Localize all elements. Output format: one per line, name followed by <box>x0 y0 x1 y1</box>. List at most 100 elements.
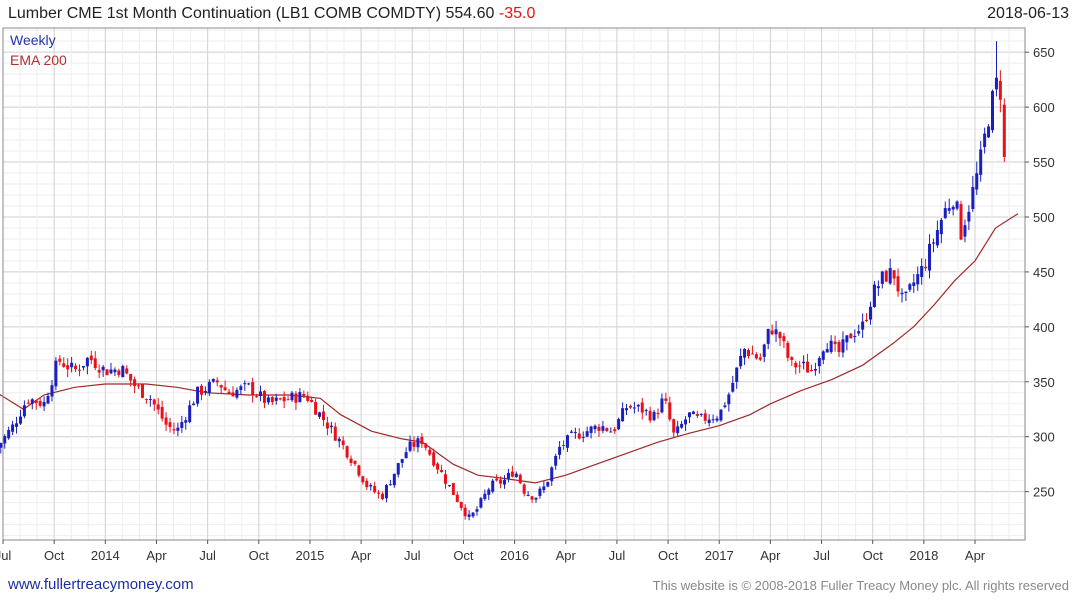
candle <box>50 379 54 402</box>
candle <box>443 469 447 489</box>
x-tick-label: Apr <box>965 548 986 563</box>
candle <box>388 479 392 486</box>
candle-body <box>672 419 676 433</box>
candle-body <box>34 400 38 404</box>
candle-body <box>912 282 916 286</box>
candle-body <box>381 493 385 500</box>
candle <box>357 464 361 478</box>
candle <box>731 375 735 393</box>
candle <box>381 491 385 501</box>
candle-body <box>50 385 54 397</box>
candle-body <box>278 398 282 400</box>
candle-body <box>998 80 1002 100</box>
candle-body <box>691 411 695 415</box>
candle-body <box>656 413 660 415</box>
x-tick-label: Jul <box>199 548 216 563</box>
candle <box>22 400 26 419</box>
candle <box>770 324 774 336</box>
candle-body <box>447 485 451 487</box>
candle <box>487 487 491 500</box>
y-tick-label: 250 <box>1033 485 1055 500</box>
candle <box>735 367 739 389</box>
candle <box>168 417 172 433</box>
candle-body <box>160 407 164 419</box>
candle <box>286 396 290 401</box>
candle-body <box>597 426 601 431</box>
candle-body <box>916 274 920 285</box>
candle-body <box>101 366 105 371</box>
candle-body <box>113 369 117 373</box>
candle-body <box>546 481 550 487</box>
candle-body <box>81 365 85 368</box>
candle-body <box>219 385 223 388</box>
candle-body <box>184 420 188 423</box>
candle <box>160 400 164 422</box>
candle <box>558 441 562 460</box>
candle-body <box>298 392 302 403</box>
candle-body <box>0 443 3 448</box>
candle-body <box>542 486 546 491</box>
candle-body <box>754 354 758 359</box>
candle <box>274 393 278 405</box>
candle <box>361 475 365 485</box>
candle <box>455 491 459 503</box>
candle-body <box>97 370 101 373</box>
candle-body <box>400 459 404 463</box>
candle <box>467 510 471 521</box>
candle <box>58 354 62 366</box>
candle <box>373 481 377 494</box>
candle-body <box>865 319 869 321</box>
candle-body <box>857 331 861 334</box>
candle <box>270 396 274 405</box>
candle <box>628 404 632 409</box>
y-tick-label: 550 <box>1033 155 1055 170</box>
candle <box>538 486 542 499</box>
candle-body <box>58 358 62 362</box>
candle <box>38 397 42 408</box>
x-tick-label: Oct <box>453 548 474 563</box>
candle-body <box>26 402 30 404</box>
candle-body <box>467 514 471 517</box>
y-tick-label: 300 <box>1033 430 1055 445</box>
candle-body <box>164 417 168 425</box>
candle <box>920 258 924 285</box>
candle-body <box>306 395 310 401</box>
candle <box>259 385 263 402</box>
candle <box>479 496 483 509</box>
candle-body <box>207 381 211 393</box>
candle <box>66 358 70 378</box>
candle <box>892 270 896 286</box>
candle <box>884 269 888 283</box>
candle <box>26 399 30 405</box>
candle-body <box>621 408 625 422</box>
footer-copyright: This website is © 2008-2018 Fuller Treac… <box>652 578 1069 593</box>
candle-body <box>196 386 200 404</box>
candle <box>432 448 436 468</box>
candle-body <box>880 271 884 284</box>
candle-body <box>711 419 715 421</box>
candle-body <box>388 484 392 486</box>
candle-body <box>747 349 751 357</box>
candle <box>15 416 19 434</box>
candle <box>329 421 333 434</box>
candle-body <box>876 286 880 289</box>
candle <box>546 481 550 488</box>
candle-body <box>967 211 971 222</box>
candle <box>392 473 396 488</box>
candle-body <box>459 502 463 508</box>
candle-body <box>428 449 432 455</box>
candle <box>325 416 329 436</box>
candle-body <box>758 357 762 360</box>
candle <box>577 428 581 440</box>
candle <box>979 141 983 182</box>
candle <box>951 205 955 216</box>
footer-website-link[interactable]: www.fullertreacymoney.com <box>8 576 194 593</box>
candle <box>451 483 455 496</box>
candle <box>514 471 518 478</box>
candle <box>81 365 85 371</box>
candle-body <box>392 473 396 486</box>
candle <box>644 408 648 416</box>
candle <box>459 501 463 511</box>
candle <box>983 127 987 154</box>
candle <box>747 348 751 359</box>
